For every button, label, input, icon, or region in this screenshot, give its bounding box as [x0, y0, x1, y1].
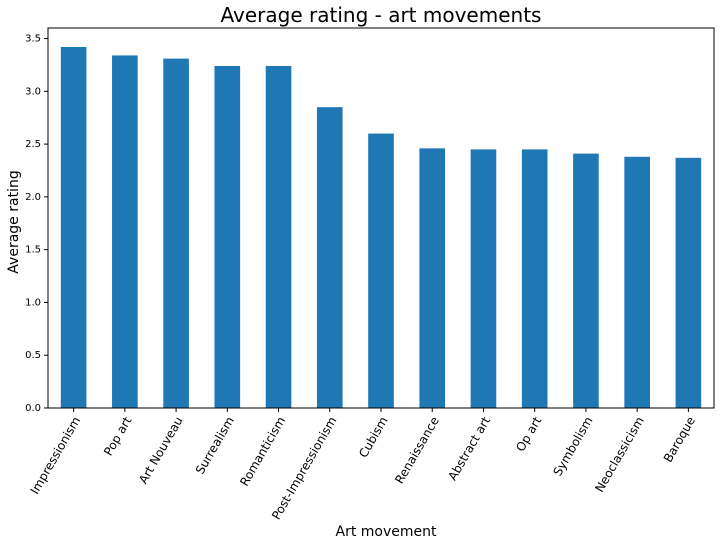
- bars-group: [60, 47, 702, 409]
- x-tick-label: Cubism: [356, 414, 391, 460]
- bar-neoclassicism: [624, 156, 650, 408]
- x-axis-label: Art movement: [336, 524, 437, 540]
- chart-title: Average rating - art movements: [221, 3, 542, 27]
- x-tick-label: Renaissance: [392, 414, 442, 486]
- bar-abstract-art: [470, 149, 497, 408]
- y-tick-label: 3.0: [25, 86, 41, 97]
- bar-romanticism: [265, 66, 292, 408]
- y-tick-label: 3.5: [25, 34, 41, 45]
- y-tick-label: 2.0: [25, 192, 41, 203]
- x-tick-label: Surrealism: [193, 414, 237, 476]
- y-axis-label: Average rating: [6, 170, 22, 273]
- bar-baroque: [675, 157, 702, 408]
- x-axis-ticks: Impressionism Pop art Art Nouveau Surrealis…: [28, 408, 698, 522]
- x-tick-label: Neoclassicism: [592, 414, 646, 494]
- bar-art-nouveau: [163, 58, 189, 409]
- x-tick-label: Baroque: [661, 414, 698, 464]
- x-tick-label: Op art: [513, 414, 544, 454]
- y-tick-label: 1.0: [25, 297, 41, 308]
- bar-pop-art: [112, 55, 138, 408]
- x-tick-label: Art Nouveau: [136, 414, 186, 486]
- bar-cubism: [368, 133, 394, 408]
- bar-post-impressionism: [316, 107, 343, 409]
- y-axis-ticks: 0.0 0.5 1.0 1.5 2.0 2.5 3.0 3.5: [25, 34, 48, 414]
- x-tick-label: Romanticism: [237, 414, 288, 488]
- bar-symbolism: [573, 153, 599, 408]
- y-tick-label: 0.5: [25, 350, 41, 361]
- x-tick-label: Pop art: [101, 414, 135, 458]
- bar-renaissance: [419, 148, 446, 408]
- x-tick-label: Impressionism: [28, 414, 84, 496]
- x-tick-label: Symbolism: [550, 414, 595, 478]
- x-tick-label: Abstract art: [445, 414, 493, 483]
- plot-frame: [47, 27, 715, 409]
- y-tick-label: 2.5: [25, 139, 41, 150]
- bar-op-art: [521, 149, 548, 408]
- bar-surrealism: [214, 66, 241, 408]
- bar-impressionism: [60, 47, 87, 408]
- y-tick-label: 1.5: [25, 245, 41, 256]
- y-tick-label: 0.0: [25, 403, 41, 414]
